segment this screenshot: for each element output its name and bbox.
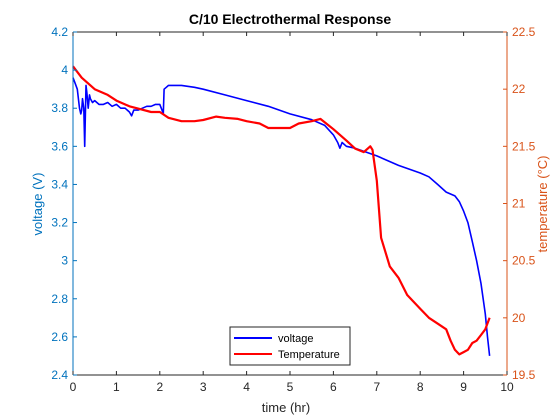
legend-voltage-label: voltage xyxy=(278,333,313,345)
y-left-tick-label: 3.4 xyxy=(51,177,68,191)
y-right-tick-label: 21 xyxy=(512,197,526,211)
ticks-layer: 0 1 2 3 4 5 6 7 8 9 10 2.4 2.6 2.8 3 3.2 3.4 3.6 3.8 4 4.2 19… xyxy=(51,25,535,394)
y-left-tick-label: 3.6 xyxy=(51,139,68,153)
legend: voltage Temperature xyxy=(229,326,351,366)
legend-temperature-label: Temperature xyxy=(278,349,340,361)
x-tick-label: 5 xyxy=(287,380,294,394)
y-left-tick-label: 2.8 xyxy=(51,292,68,306)
x-tick-label: 2 xyxy=(156,380,163,394)
x-tick-label: 3 xyxy=(200,380,207,394)
x-tick-label: 10 xyxy=(500,380,514,394)
chart-title: C/10 Electrothermal Response xyxy=(189,11,392,27)
plot-area xyxy=(73,32,507,375)
y-right-tick-label: 20 xyxy=(512,311,526,325)
y-left-tick-label: 2.4 xyxy=(51,368,68,382)
y-axis-left-label: voltage (V) xyxy=(30,173,45,236)
x-tick-label: 4 xyxy=(243,380,250,394)
y-left-tick-label: 2.6 xyxy=(51,330,68,344)
y-right-tick-label: 21.5 xyxy=(512,139,536,153)
series-line-temperature xyxy=(72,65,491,356)
y-right-tick-label: 19.5 xyxy=(512,368,536,382)
x-tick-label: 6 xyxy=(330,380,337,394)
x-tick-label: 0 xyxy=(70,380,77,394)
y-left-tick-label: 3 xyxy=(61,254,68,268)
series-layer xyxy=(72,65,491,356)
x-tick-label: 8 xyxy=(417,380,424,394)
y-right-tick-label: 20.5 xyxy=(512,254,536,268)
x-axis-label: time (hr) xyxy=(262,400,310,415)
x-tick-label: 7 xyxy=(373,380,380,394)
x-tick-label: 1 xyxy=(113,380,120,394)
y-left-tick-label: 4.2 xyxy=(51,25,68,39)
legend-box xyxy=(229,326,351,366)
series-line-voltage xyxy=(72,77,491,356)
y-right-tick-label: 22 xyxy=(512,82,526,96)
y-axis-right-label: temperature (°C) xyxy=(535,156,550,253)
y-right-tick-label: 22.5 xyxy=(512,25,536,39)
y-left-tick-label: 4 xyxy=(61,63,68,77)
x-tick-label: 9 xyxy=(460,380,467,394)
y-left-tick-label: 3.8 xyxy=(51,101,68,115)
y-left-tick-label: 3.2 xyxy=(51,216,68,230)
